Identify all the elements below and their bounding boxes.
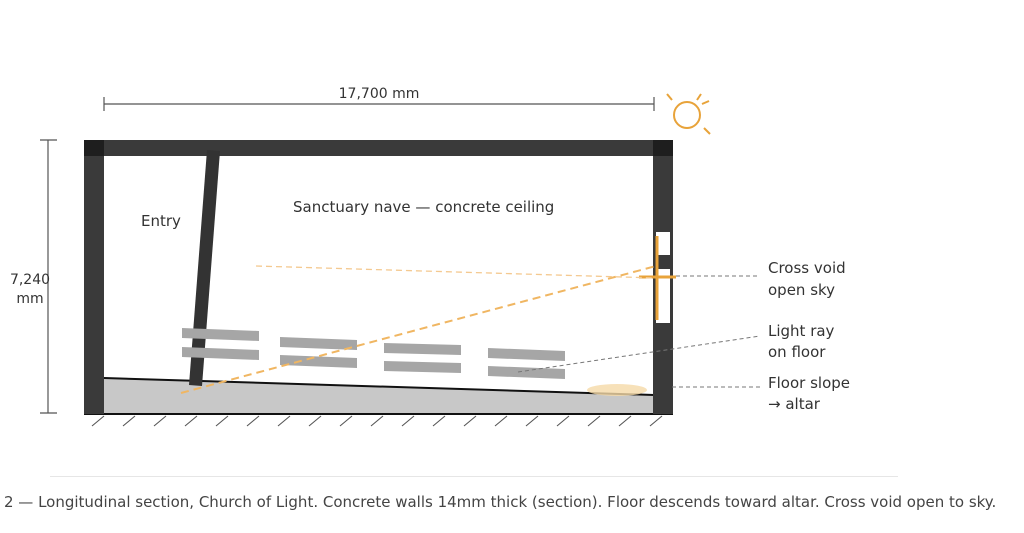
nave-label: Sanctuary nave — concrete ceiling bbox=[293, 198, 554, 216]
hatch-mark bbox=[153, 415, 167, 427]
hatch-mark bbox=[122, 415, 136, 427]
roof-corner-left bbox=[84, 140, 104, 156]
floor-slab bbox=[104, 378, 654, 414]
pew bbox=[280, 337, 357, 350]
hatch-mark bbox=[370, 415, 384, 427]
hatch-mark bbox=[215, 415, 229, 427]
hatch-mark bbox=[339, 415, 353, 427]
floor-slope-label-1: Floor slope bbox=[768, 374, 850, 392]
pew bbox=[488, 348, 565, 361]
hatch-mark bbox=[184, 415, 198, 427]
hatch-mark bbox=[587, 415, 601, 427]
pew bbox=[488, 366, 565, 379]
light-ray-label-2: on floor bbox=[768, 343, 826, 361]
light-ray-label-1: Light ray bbox=[768, 322, 835, 340]
light-glow bbox=[587, 384, 647, 396]
entry-label: Entry bbox=[141, 212, 181, 230]
figure-caption: 2 — Longitudinal section, Church of Ligh… bbox=[4, 493, 997, 511]
width-dimension: 17,700 mm bbox=[103, 86, 655, 111]
left-wall bbox=[84, 140, 104, 414]
light-ray-leader bbox=[517, 335, 761, 373]
light-ray-floor bbox=[180, 265, 657, 394]
hatch-mark bbox=[401, 415, 415, 427]
sun-icon bbox=[666, 93, 711, 135]
pew bbox=[182, 328, 259, 341]
width-dimension-label: 17,700 mm bbox=[339, 86, 420, 102]
height-dimension: 7,240 mm bbox=[10, 139, 57, 414]
floor-slope-label-2: → altar bbox=[768, 395, 821, 413]
hatch-mark bbox=[463, 415, 477, 427]
cross-void-label-1: Cross void bbox=[768, 259, 846, 277]
cross-void-label-2: open sky bbox=[768, 281, 835, 299]
roof-corner-right bbox=[653, 140, 673, 156]
hatch-mark bbox=[432, 415, 446, 427]
hatch-mark bbox=[494, 415, 508, 427]
hatch-mark bbox=[618, 415, 632, 427]
caption-separator bbox=[50, 476, 898, 477]
hatch-mark bbox=[277, 415, 291, 427]
hatch-mark bbox=[91, 415, 105, 427]
hatch-mark bbox=[556, 415, 570, 427]
height-dimension-label-1: 7,240 bbox=[10, 272, 50, 288]
height-dimension-label-2: mm bbox=[16, 291, 43, 307]
pew bbox=[384, 343, 461, 355]
hatch-mark bbox=[308, 415, 322, 427]
cross-icon bbox=[639, 236, 676, 320]
light-ray-diffuse bbox=[255, 265, 657, 279]
pew bbox=[280, 355, 357, 368]
ground-hatch bbox=[91, 415, 663, 427]
pew bbox=[384, 361, 461, 373]
hatch-mark bbox=[246, 415, 260, 427]
pews bbox=[182, 328, 565, 379]
hatch-mark bbox=[649, 415, 663, 427]
hatch-mark bbox=[525, 415, 539, 427]
pew bbox=[182, 347, 259, 360]
roof-slab bbox=[84, 140, 673, 156]
entry-wall bbox=[189, 150, 220, 386]
